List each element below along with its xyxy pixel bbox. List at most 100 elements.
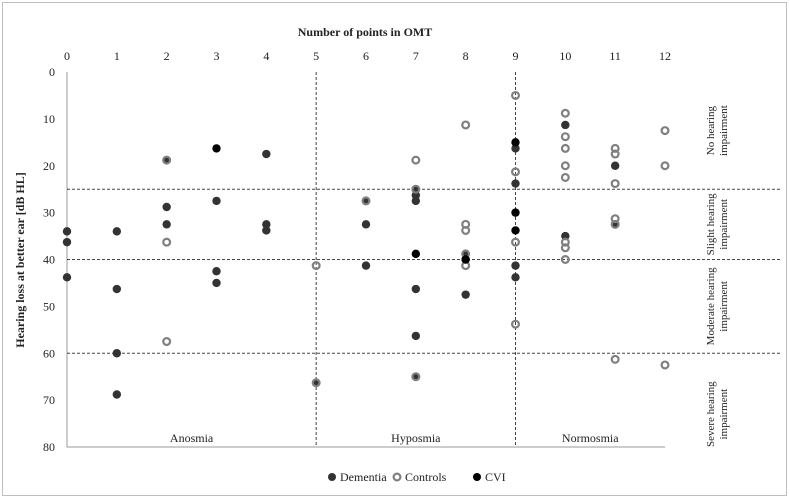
- region-label: Hyposmia: [391, 431, 441, 445]
- point-dementia: [411, 331, 421, 341]
- y-tick-label: 10: [43, 112, 55, 126]
- point-controls: [411, 184, 421, 194]
- x-tick-label: 4: [263, 49, 269, 63]
- point-cvi: [511, 138, 520, 147]
- y-tick-label: 60: [43, 346, 55, 360]
- point-controls: [660, 161, 670, 171]
- region-label: Anosmia: [170, 431, 214, 445]
- x-tick-label: 7: [413, 49, 419, 63]
- point-dementia: [62, 227, 72, 236]
- point-dementia: [361, 261, 371, 270]
- point-controls: [560, 243, 570, 253]
- point-controls: [660, 126, 670, 136]
- point-dementia: [162, 202, 171, 212]
- y-tick-label: 20: [43, 159, 55, 173]
- point-dementia: [112, 390, 122, 399]
- point-controls: [660, 360, 670, 370]
- region-labels: Anosmia Hyposmia Normosmia: [170, 431, 619, 445]
- point-controls: [361, 196, 371, 206]
- x-tick-label: 12: [659, 49, 671, 63]
- point-controls: [510, 319, 520, 329]
- y-tick-labels: 0 10 20 30 40 50 60 70 80: [43, 65, 55, 454]
- point-cvi: [411, 249, 421, 259]
- y-tick-label: 30: [43, 206, 55, 220]
- y-tick-label: 50: [43, 299, 55, 313]
- point-dementia: [62, 273, 72, 282]
- point-controls: [510, 237, 520, 247]
- point-controls: [560, 108, 570, 118]
- point-dementia: [511, 144, 520, 153]
- legend-label: Controls: [405, 470, 447, 484]
- point-dementia: [112, 349, 122, 358]
- y-tick-label: 40: [43, 253, 55, 267]
- point-controls: [461, 120, 471, 130]
- data-points: [62, 90, 670, 399]
- point-controls: [610, 214, 620, 224]
- severity-label-line1: No hearing: [705, 106, 717, 156]
- point-controls: [560, 132, 570, 142]
- point-controls: [560, 255, 570, 265]
- point-controls: [610, 179, 620, 189]
- point-controls: [560, 143, 570, 153]
- x-tick-label: 3: [214, 49, 220, 63]
- legend-marker: [328, 473, 336, 481]
- point-controls: [461, 225, 471, 235]
- point-controls: [610, 354, 620, 364]
- point-controls: [610, 149, 620, 159]
- point-cvi: [511, 226, 520, 235]
- x-tick-label: 0: [64, 49, 70, 63]
- point-dementia: [162, 220, 171, 229]
- point-dementia: [511, 261, 520, 270]
- severity-label-line1: Moderate hearing: [705, 267, 717, 345]
- point-dementia: [112, 284, 122, 294]
- point-dementia: [561, 120, 570, 130]
- point-controls: [311, 261, 321, 271]
- y-axis-title: Hearing loss at better ear [dB HL]: [13, 172, 27, 348]
- point-dementia: [511, 273, 520, 282]
- y-tick-label: 0: [49, 65, 55, 79]
- point-dementia: [212, 196, 221, 206]
- point-controls: [510, 167, 520, 177]
- x-tick-label: 1: [114, 49, 120, 63]
- point-cvi: [461, 255, 470, 264]
- point-dementia: [262, 226, 271, 235]
- x-tick-label: 10: [559, 49, 571, 63]
- x-tick-labels: 0 1 2 3 4 5 6 7 8 9 10 11 12: [64, 49, 671, 63]
- region-label: Normosmia: [562, 431, 619, 445]
- point-dementia: [212, 278, 221, 288]
- point-dementia: [112, 227, 122, 236]
- severity-label-line1: Slight hearing: [705, 193, 717, 256]
- point-controls: [411, 372, 421, 382]
- point-dementia: [561, 231, 570, 241]
- point-cvi: [212, 144, 221, 153]
- y-tick-label: 70: [43, 393, 55, 407]
- point-dementia: [511, 179, 520, 188]
- point-controls: [560, 237, 570, 247]
- point-cvi: [511, 208, 520, 217]
- x-tick-label: 6: [363, 49, 369, 63]
- point-controls: [162, 155, 172, 165]
- severity-label-line1: Severe hearing: [705, 381, 717, 447]
- y-tick-label: 80: [43, 440, 55, 454]
- point-controls: [162, 237, 172, 247]
- severity-label-line2: impairment: [718, 199, 730, 250]
- x-tick-label: 11: [609, 49, 621, 63]
- point-controls: [610, 143, 620, 153]
- severity-label-line2: impairment: [718, 105, 730, 156]
- x-tick-label: 2: [164, 49, 170, 63]
- point-dementia: [262, 149, 271, 159]
- point-controls: [560, 161, 570, 171]
- point-controls: [560, 172, 570, 182]
- chart-title: Number of points in OMT: [298, 25, 432, 39]
- point-controls: [162, 337, 172, 347]
- x-tick-label: 9: [513, 49, 519, 63]
- legend-marker: [392, 472, 402, 482]
- severity-label-line2: impairment: [718, 281, 730, 332]
- x-tick-label: 5: [313, 49, 319, 63]
- point-dementia: [610, 161, 620, 170]
- point-controls: [311, 378, 321, 388]
- divider-lines: [67, 72, 780, 447]
